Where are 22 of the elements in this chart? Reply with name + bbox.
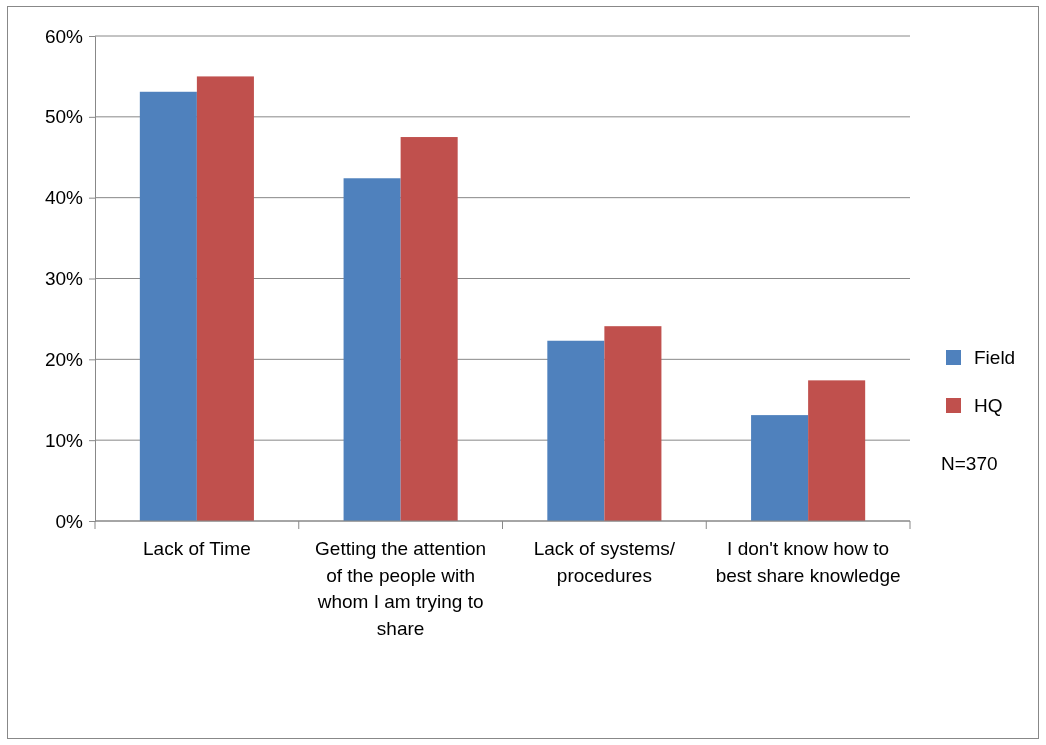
bar — [547, 340, 605, 521]
y-tick-label: 40% — [44, 187, 84, 209]
y-tick-label: 30% — [44, 268, 84, 290]
x-tick-label: Getting the attention of the people with whom I am trying to share — [315, 538, 487, 639]
x-tick-label: Lack of systems/ procedures — [533, 538, 676, 586]
y-tick-label: 50% — [44, 106, 84, 128]
legend-label: HQ — [974, 395, 1003, 416]
bar — [400, 137, 458, 521]
x-tick-label: I don't know how to best share knowledge — [715, 538, 901, 586]
bar — [343, 178, 401, 521]
bar — [604, 326, 662, 521]
x-tick-label: Lack of Time — [143, 538, 251, 559]
text: N=370 — [941, 453, 998, 474]
y-tick-label: 60% — [44, 25, 84, 47]
bar — [196, 76, 254, 521]
bar — [751, 415, 809, 521]
legend-label: Field — [974, 347, 1016, 368]
y-tick-label: 20% — [44, 348, 84, 370]
bar — [808, 380, 866, 521]
y-tick-label: 10% — [44, 429, 84, 451]
y-tick-label: 0% — [55, 510, 84, 532]
bar — [139, 91, 197, 521]
